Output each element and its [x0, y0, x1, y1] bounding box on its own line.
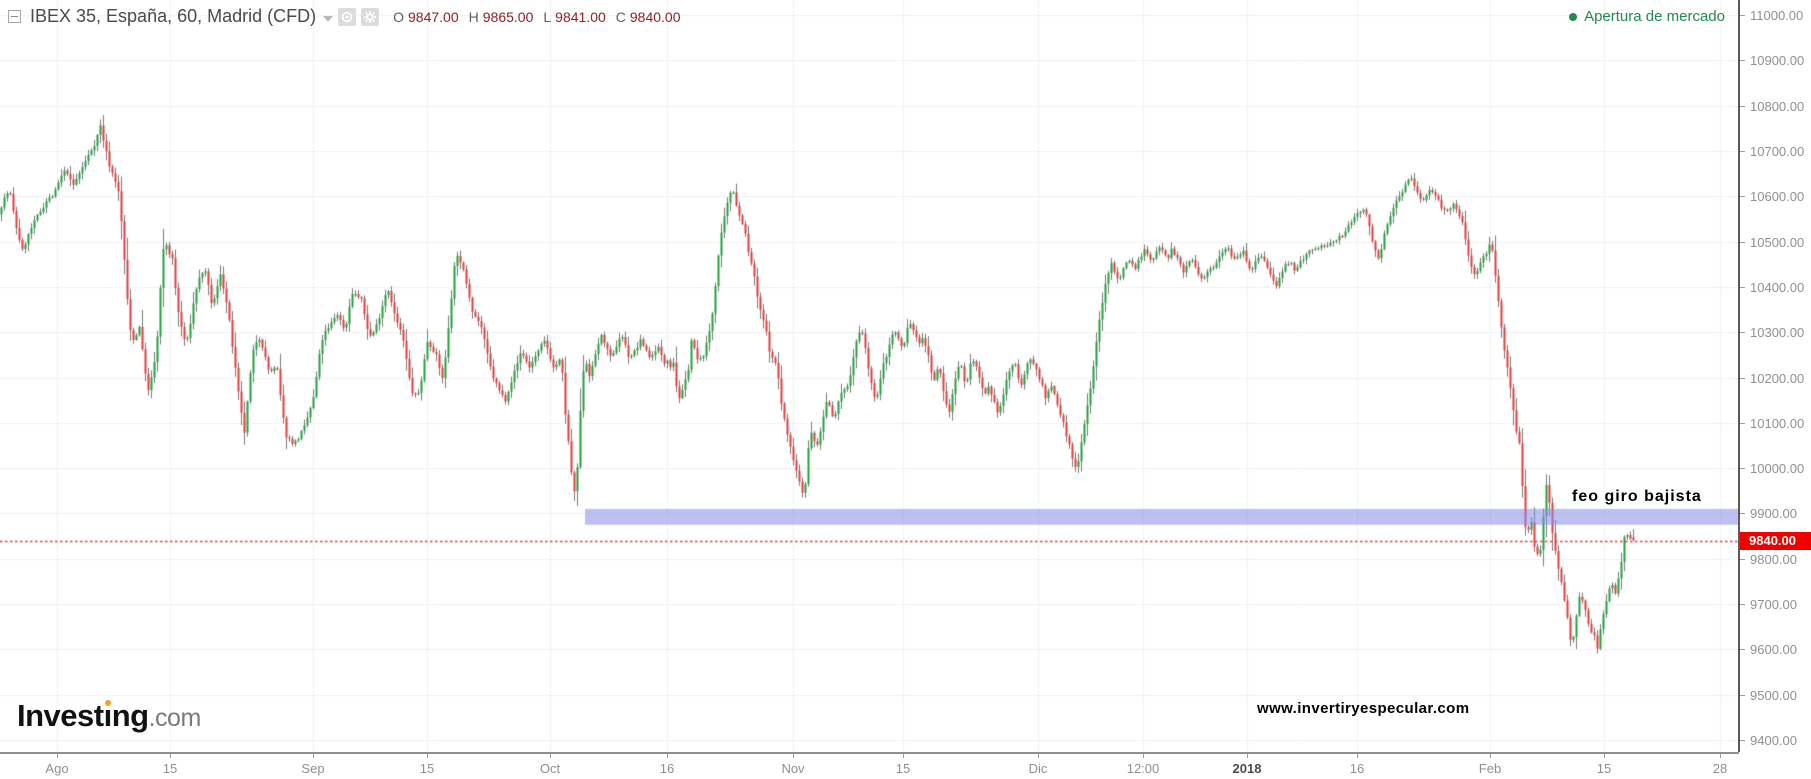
price-axis-tick: [1740, 740, 1745, 741]
market-state-label: Apertura de mercado: [1584, 8, 1725, 25]
time-axis-tick: [550, 754, 551, 758]
time-axis-label: 15: [162, 761, 178, 776]
time-axis-tick: [793, 754, 794, 758]
time-axis-tick: [427, 754, 428, 758]
price-axis-label: 9900.00: [1750, 506, 1797, 522]
price-axis-label: 10000.00: [1750, 461, 1805, 477]
price-axis-label: 9600.00: [1750, 642, 1797, 658]
time-axis-tick: [1038, 754, 1039, 758]
price-axis-label: 9800.00: [1750, 551, 1797, 567]
time-axis-label: Ago: [45, 761, 69, 776]
time-axis-label: 16: [1349, 761, 1365, 776]
time-axis-label: 15: [419, 761, 435, 776]
price-axis-tick: [1740, 649, 1745, 651]
time-axis-tick: [57, 754, 58, 758]
market-state: Apertura de mercado: [1569, 8, 1725, 25]
price-axis[interactable]: 9840.00 11000.00 10900.00 10800.00 10700.00…: [1738, 0, 1811, 752]
time-axis-tick: [170, 754, 171, 758]
price-axis-label: 9500.00: [1750, 687, 1797, 703]
time-axis-label: Dic: [1028, 761, 1048, 776]
price-axis-tick: [1740, 332, 1745, 334]
logo-orange-dot-i: ı: [103, 698, 113, 733]
high-value: 9865.00: [482, 8, 534, 25]
time-axis-tick: [1490, 754, 1491, 758]
price-axis-tick: [1740, 468, 1745, 470]
price-axis-tick: [1740, 150, 1745, 152]
time-axis-tick: [1143, 754, 1144, 758]
snapshot-button[interactable]: [338, 7, 357, 26]
price-axis-tick: [1740, 105, 1745, 107]
time-axis-label: 16: [659, 761, 675, 776]
price-axis-label: 9400.00: [1750, 733, 1797, 748]
time-axis-tick: [1357, 754, 1358, 758]
chevron-down-icon[interactable]: [323, 15, 334, 22]
time-axis-label: Oct: [539, 761, 561, 776]
gear-icon: [364, 10, 377, 23]
time-axis-tick: [1604, 754, 1605, 758]
price-axis-tick: [1740, 377, 1745, 379]
price-axis-tick: [1740, 196, 1745, 198]
time-axis-tick: [1720, 754, 1721, 758]
price-axis-label: 10300.00: [1750, 325, 1805, 341]
price-axis-tick: [1740, 241, 1745, 243]
price-axis-label: 10800.00: [1750, 98, 1805, 114]
high-label: H: [468, 8, 479, 25]
symbol-title: IBEX 35, España, 60, Madrid (CFD): [30, 6, 317, 26]
market-open-dot-icon: [1569, 12, 1578, 21]
last-price-badge: 9840.00: [1740, 531, 1811, 550]
price-axis-label: 10100.00: [1750, 415, 1805, 431]
time-axis-tick: [903, 754, 904, 758]
chart-header: IBEX 35, España, 60, Madrid (CFD) O 9847…: [8, 6, 681, 27]
price-axis-tick: [1740, 286, 1745, 288]
price-axis-tick: [1740, 60, 1745, 62]
low-label: L: [543, 8, 552, 25]
low-value: 9841.00: [555, 8, 606, 25]
price-axis-tick: [1740, 694, 1745, 696]
time-axis-label: Feb: [1478, 761, 1502, 776]
time-axis-label: 15: [1596, 761, 1612, 776]
time-axis-label: Nov: [781, 761, 805, 776]
time-axis-tick: [1247, 754, 1248, 758]
investing-logo[interactable]: Investıng .com: [17, 698, 201, 734]
price-axis-label: 10400.00: [1750, 279, 1805, 295]
price-axis-label: 10700.00: [1750, 143, 1805, 159]
open-label: O: [393, 8, 405, 25]
logo-part3: ng: [111, 698, 149, 733]
bearish-note-annotation[interactable]: feo giro bajista: [1572, 488, 1702, 505]
time-axis-label: 2018: [1232, 761, 1262, 776]
time-axis-label: 15: [895, 761, 911, 776]
price-axis-label: 10900.00: [1750, 53, 1805, 69]
circle-dot-icon: [341, 11, 353, 22]
close-value: 9840.00: [629, 8, 681, 25]
collapse-icon[interactable]: [8, 10, 21, 23]
time-axis-tick: [667, 754, 668, 758]
settings-button[interactable]: [361, 7, 380, 26]
price-axis-tick: [1740, 513, 1745, 515]
price-axis-tick: [1740, 15, 1745, 16]
time-axis-tick: [313, 754, 314, 758]
price-chart-canvas[interactable]: [0, 0, 1738, 752]
price-axis-tick: [1740, 422, 1745, 424]
time-axis-label: 28: [1712, 761, 1728, 776]
logo-text: Investıng: [17, 698, 149, 734]
price-axis-label: 11000.00: [1750, 8, 1804, 23]
website-watermark: www.invertiryespecular.com: [1257, 700, 1470, 717]
price-axis-label: 9700.00: [1750, 597, 1797, 613]
ohlc-readout: O 9847.00 H 9865.00 L 9841.00 C 9840.00: [393, 9, 680, 25]
close-label: C: [615, 8, 626, 25]
price-axis-label: 10500.00: [1750, 234, 1805, 250]
logo-part1: Invest: [17, 698, 104, 733]
time-axis-label: 12:00: [1126, 761, 1160, 776]
time-axis[interactable]: Ago 15 Sep 15 Oct 16 Nov 15 Dic 12:00 2018 16 Feb 15 2…: [0, 752, 1739, 779]
time-axis-label: Sep: [301, 761, 325, 776]
open-value: 9847.00: [408, 8, 459, 25]
price-axis-tick: [1740, 604, 1745, 606]
logo-suffix: .com: [148, 704, 202, 732]
price-axis-label: 10200.00: [1750, 370, 1805, 386]
price-axis-tick: [1740, 558, 1745, 560]
price-axis-label: 10600.00: [1750, 189, 1805, 205]
logo-part2: ı: [103, 698, 113, 733]
